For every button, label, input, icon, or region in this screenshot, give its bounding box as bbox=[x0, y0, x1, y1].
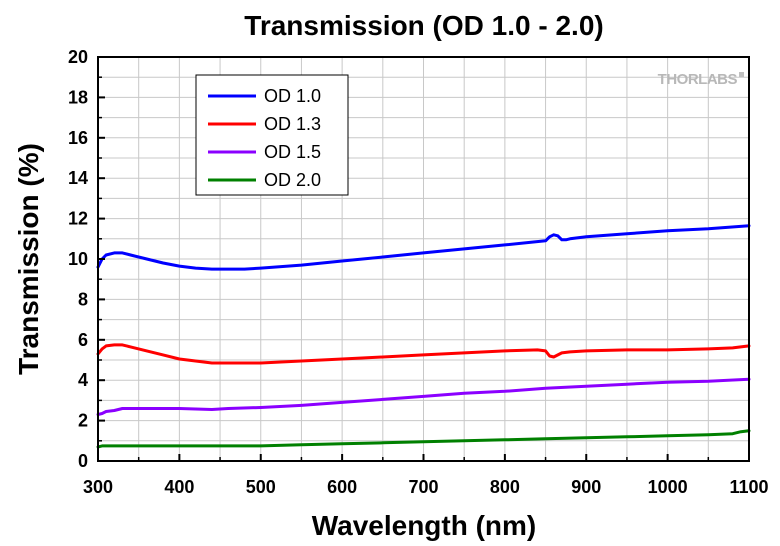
logo-text: THORLABS bbox=[658, 71, 738, 88]
legend-label: OD 1.5 bbox=[264, 142, 321, 162]
y-tick-label: 18 bbox=[68, 87, 88, 107]
series-line-od-1-5 bbox=[96, 377, 751, 416]
x-tick-label: 400 bbox=[164, 477, 194, 497]
chart-title: Transmission (OD 1.0 - 2.0) bbox=[244, 10, 603, 41]
x-tick-label: 800 bbox=[490, 477, 520, 497]
x-tick-label: 300 bbox=[83, 477, 113, 497]
series-line-od-1-0 bbox=[96, 224, 751, 271]
legend-label: OD 2.0 bbox=[264, 170, 321, 190]
y-tick-label: 14 bbox=[68, 168, 88, 188]
y-tick-label: 16 bbox=[68, 128, 88, 148]
y-tick-label: 8 bbox=[78, 289, 88, 309]
y-tick-label: 12 bbox=[68, 209, 88, 229]
tick-labels: 300 400 500 600 700 800 900 1000 1100 0 2 4 6 8 10 12 14… bbox=[68, 47, 769, 497]
legend-label: OD 1.0 bbox=[264, 86, 321, 106]
y-tick-label: 6 bbox=[78, 330, 88, 350]
y-tick-label: 4 bbox=[78, 370, 88, 390]
axis-ticks bbox=[97, 56, 750, 462]
series-line-od-1-3 bbox=[96, 343, 751, 365]
x-tick-label: 500 bbox=[246, 477, 276, 497]
y-tick-label: 2 bbox=[78, 411, 88, 431]
thorlabs-logo: THORLABS bbox=[658, 71, 744, 88]
x-tick-label: 700 bbox=[408, 477, 438, 497]
x-axis-label: Wavelength (nm) bbox=[312, 510, 537, 541]
x-tick-label: 600 bbox=[327, 477, 357, 497]
legend-label: OD 1.3 bbox=[264, 114, 321, 134]
y-tick-label: 20 bbox=[68, 47, 88, 67]
y-tick-label: 0 bbox=[78, 451, 88, 471]
x-tick-label: 900 bbox=[571, 477, 601, 497]
x-tick-label: 1100 bbox=[729, 477, 768, 497]
x-tick-label: 1000 bbox=[648, 477, 688, 497]
logo-square-icon bbox=[739, 72, 744, 77]
y-axis-label: Transmission (%) bbox=[13, 143, 44, 375]
series-line-od-2-0 bbox=[96, 429, 751, 449]
legend: OD 1.0 OD 1.3 OD 1.5 OD 2.0 bbox=[195, 74, 349, 196]
series-lines bbox=[96, 224, 751, 449]
legend-items: OD 1.0 OD 1.3 OD 1.5 OD 2.0 bbox=[208, 86, 321, 190]
y-tick-label: 10 bbox=[68, 249, 88, 269]
